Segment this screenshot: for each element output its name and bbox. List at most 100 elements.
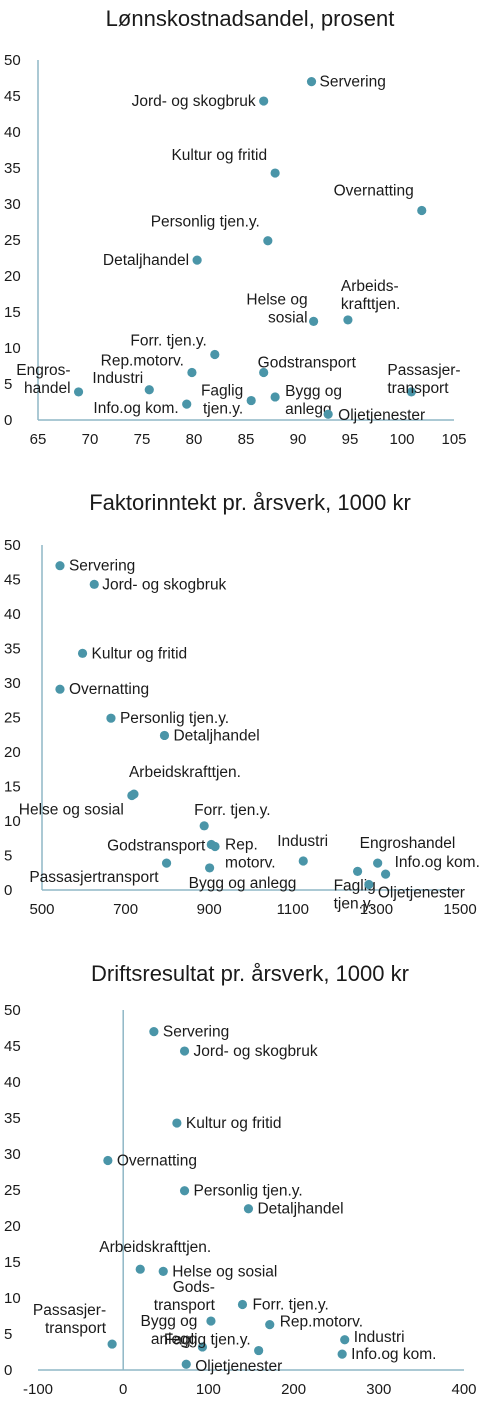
data-label: Servering xyxy=(69,558,135,575)
data-point xyxy=(187,367,197,378)
data-point xyxy=(309,316,319,326)
data-point xyxy=(417,205,427,216)
data-label: Info.og kom. xyxy=(93,400,178,417)
data-label: Kultur og fritid xyxy=(92,645,188,662)
data-point xyxy=(259,96,269,106)
data-point xyxy=(259,367,269,378)
y-tick-label: 50 xyxy=(4,1002,21,1019)
data-label: Jord- og skogbruk xyxy=(132,93,256,110)
data-label: Engros-handel xyxy=(16,362,70,397)
y-tick-label: 30 xyxy=(4,196,21,213)
data-label: Overnatting xyxy=(69,681,149,698)
data-label: Personlig tjen.y. xyxy=(151,214,260,231)
x-tick-label: 100 xyxy=(196,1381,221,1398)
data-point xyxy=(55,561,65,571)
chart-panel-lonnskostnadsandel: Lønnskostnadsandel, prosent 0 5 10 15 20 25 30… xyxy=(0,0,500,470)
data-label: Faglig tjen.y. xyxy=(164,1332,251,1349)
data-label: Detaljhandel xyxy=(103,252,189,269)
y-tick-label: 0 xyxy=(4,1362,12,1379)
data-label: Godstransport xyxy=(258,354,357,371)
data-label: Helse og sosial xyxy=(19,801,124,818)
data-label: Oljetjenester xyxy=(338,407,425,424)
data-label: Bygg og anlegg xyxy=(141,1313,198,1348)
x-tick-label: 1500 xyxy=(443,901,476,918)
x-tick-label: 0 xyxy=(119,1381,127,1398)
data-label: Rep.motorv. xyxy=(225,837,276,872)
data-point xyxy=(159,730,170,741)
data-point xyxy=(127,790,137,801)
x-tick-label: 90 xyxy=(290,431,307,448)
data-label: Engroshandel xyxy=(360,835,456,852)
data-label: Forr. tjen.y. xyxy=(130,332,206,349)
x-tick-label: 75 xyxy=(134,431,151,448)
y-tick-label: 15 xyxy=(4,779,21,796)
data-label: Passasjer-transport xyxy=(387,362,460,397)
data-point xyxy=(243,1204,254,1214)
y-tick-label: 30 xyxy=(4,1146,21,1163)
y-tick-label: 20 xyxy=(4,268,21,285)
data-label: Rep.motorv. xyxy=(101,352,184,369)
data-label: Arbeidskrafttjen. xyxy=(99,1239,211,1256)
x-tick-label: 100 xyxy=(389,431,414,448)
data-point xyxy=(55,684,65,694)
x-tick-label: 700 xyxy=(113,901,138,918)
data-point xyxy=(265,1320,275,1330)
y-tick-label: 50 xyxy=(4,52,21,69)
data-label: Jord- og skogbruk xyxy=(102,576,226,593)
y-tick-label: 5 xyxy=(4,1326,12,1343)
data-label: Arbeids-krafttjen. xyxy=(341,278,400,313)
y-tick-label: 0 xyxy=(4,882,12,899)
y-tick-label: 45 xyxy=(4,88,21,105)
data-label: Rep.motorv. xyxy=(280,1314,363,1331)
data-label: Arbeidskrafttjen. xyxy=(129,764,241,781)
data-point xyxy=(161,858,172,868)
data-point xyxy=(205,863,215,873)
y-tick-label: 15 xyxy=(4,1254,21,1271)
y-tick-label: 45 xyxy=(4,1038,21,1055)
data-point xyxy=(158,1266,168,1276)
data-point xyxy=(343,315,353,325)
y-tick-label: 20 xyxy=(4,1218,21,1235)
y-tick-label: 10 xyxy=(4,340,21,357)
data-label: Info.og kom. xyxy=(395,854,480,871)
data-point xyxy=(364,879,374,890)
data-point xyxy=(106,713,116,723)
data-point xyxy=(210,841,220,852)
data-label: Industri xyxy=(92,370,143,387)
y-tick-label: 35 xyxy=(4,641,21,658)
y-tick-label: 15 xyxy=(4,304,21,321)
data-label: Servering xyxy=(163,1024,229,1041)
chart-panel-faktorinntekt: Faktorinntekt pr. årsverk, 1000 kr 0 5 10 1… xyxy=(0,470,500,930)
y-tick-label: 40 xyxy=(4,124,21,141)
y-tick-label: 0 xyxy=(4,412,12,429)
y-tick-label: 40 xyxy=(4,606,21,623)
data-label: Faglig tjen.y. xyxy=(201,383,243,418)
data-point xyxy=(210,349,220,360)
data-point xyxy=(135,1264,145,1274)
x-tick-label: 200 xyxy=(281,1381,306,1398)
data-point xyxy=(246,395,256,406)
y-tick-label: 25 xyxy=(4,232,21,249)
y-tick-label: 25 xyxy=(4,710,21,727)
x-tick-label: 1300 xyxy=(360,901,393,918)
data-label: Forr. tjen.y. xyxy=(194,802,270,819)
scatter-chart-faktorinntekt: 0 5 10 15 20 25 30 35 40 45 50 500 700 900 1100 1300 150… xyxy=(4,537,480,918)
data-point xyxy=(340,1335,350,1345)
data-label: Bygg og anlegg xyxy=(285,383,342,418)
x-tick-label: 500 xyxy=(29,901,54,918)
x-tick-label: 65 xyxy=(30,431,47,448)
data-point xyxy=(270,168,280,178)
data-point xyxy=(181,1359,191,1369)
y-tick-label: 45 xyxy=(4,572,21,589)
chart-title: Driftsresultat pr. årsverk, 1000 kr xyxy=(91,961,409,986)
data-point xyxy=(306,77,317,87)
data-point xyxy=(89,579,99,589)
data-label: Detaljhandel xyxy=(173,727,259,744)
data-point xyxy=(77,648,88,658)
y-tick-label: 50 xyxy=(4,537,21,554)
data-point xyxy=(197,1342,208,1352)
data-point xyxy=(237,1299,248,1310)
x-tick-label: 1100 xyxy=(277,901,309,918)
data-label: Forr. tjen.y. xyxy=(252,1296,328,1313)
data-point xyxy=(406,387,416,397)
